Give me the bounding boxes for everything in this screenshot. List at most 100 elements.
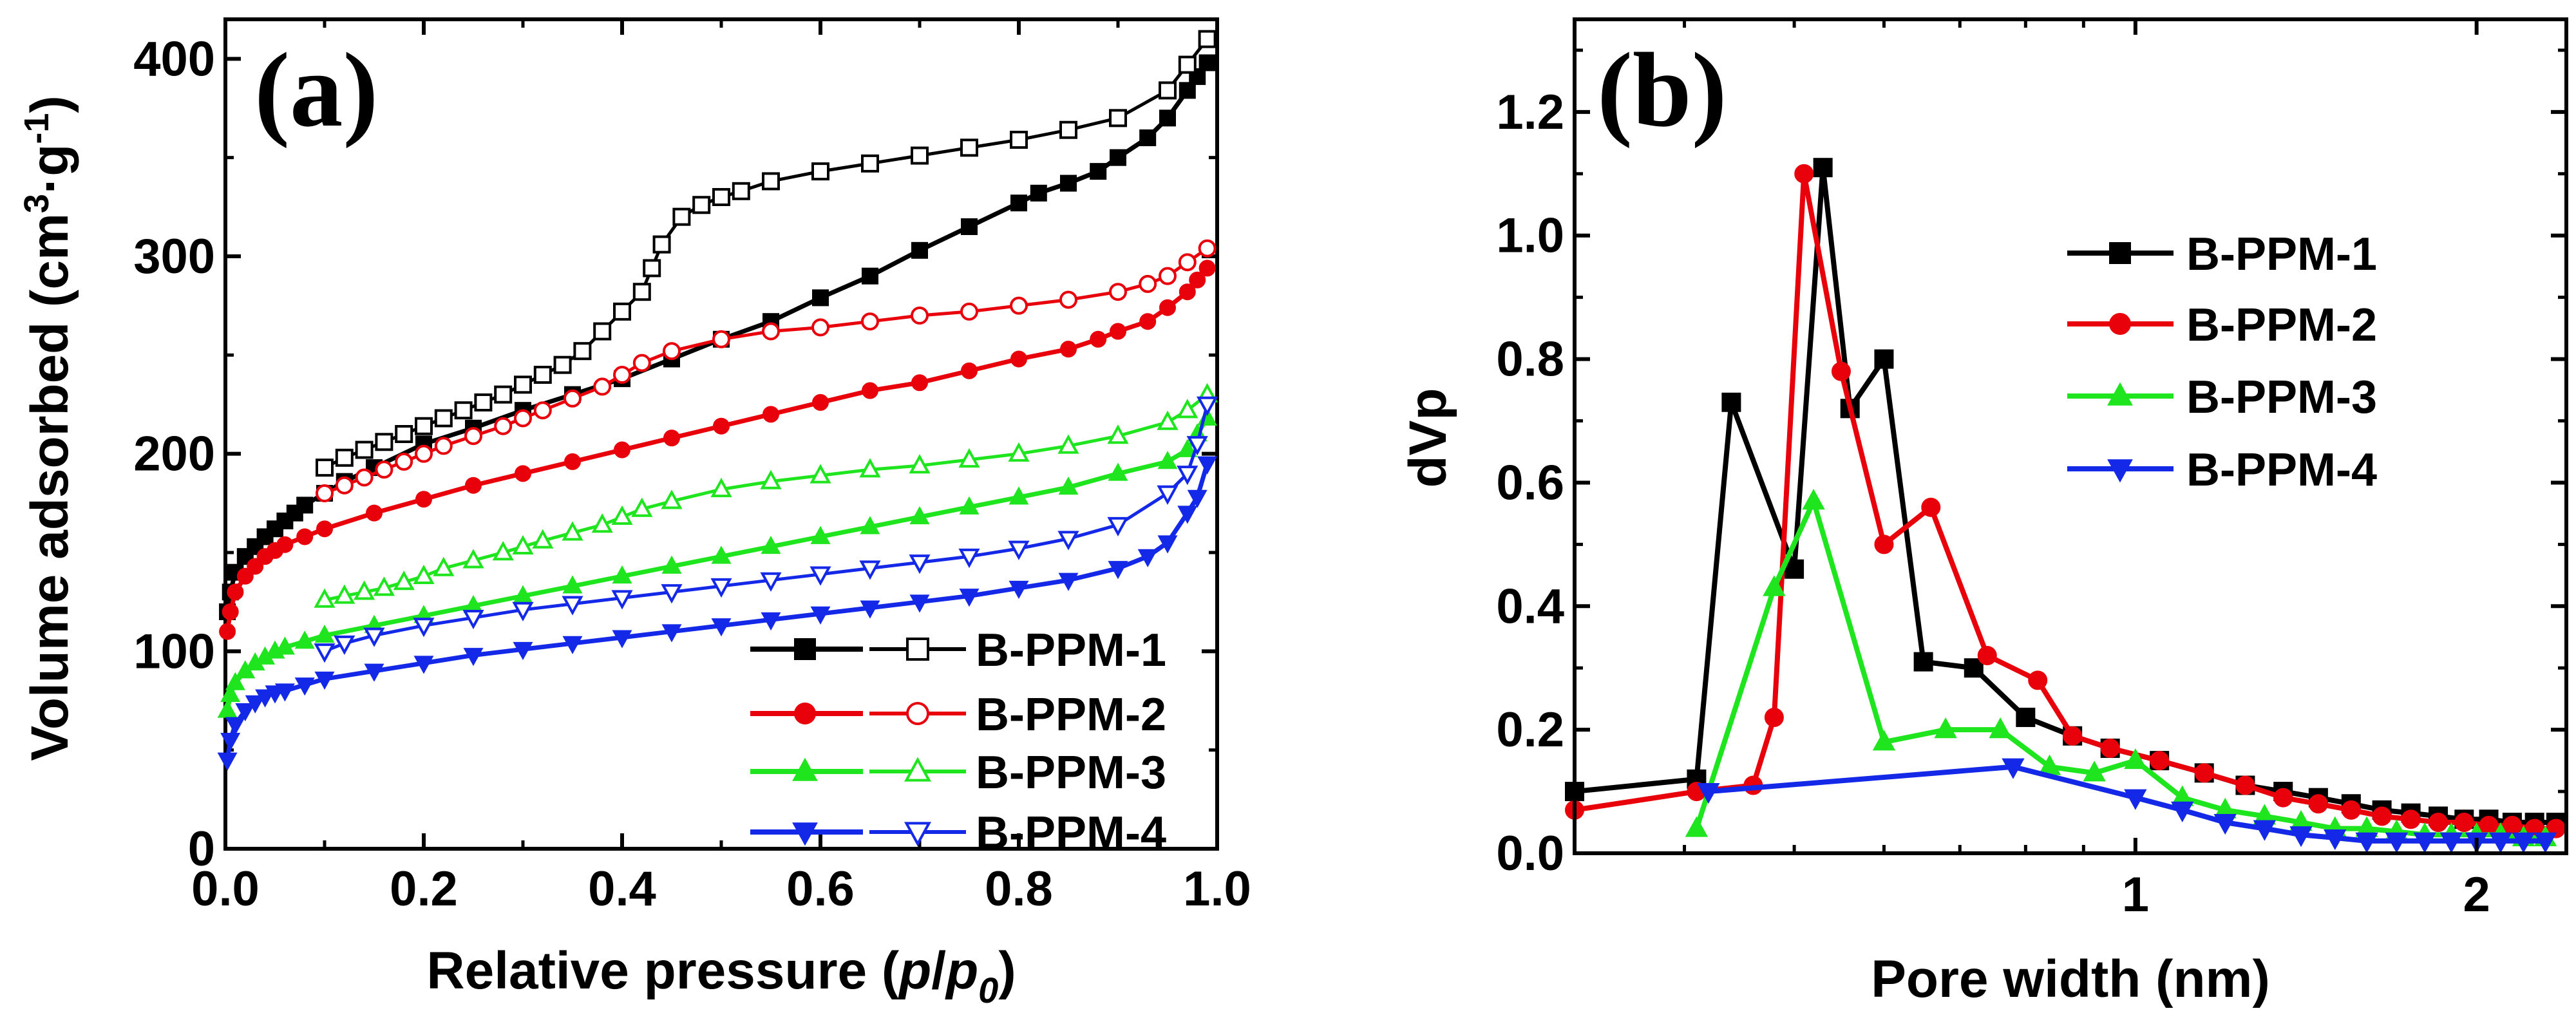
legend-b-label: B-PPM-4 <box>2186 444 2377 496</box>
series-b-ppm-1-adsorption-point <box>296 497 314 514</box>
series-b-ppm-1-desorption-point <box>533 366 552 384</box>
series-b-ppm-2-psd-point <box>2429 813 2448 833</box>
series-b-ppm-2-psd-point <box>2372 806 2392 826</box>
series-b-ppm-1-desorption-point <box>811 162 829 181</box>
series-b-ppm-3-adsorption-point <box>294 630 315 649</box>
series-b-ppm-3-psd-point <box>1763 575 1786 596</box>
series-b-ppm-3-desorption-line <box>324 393 1209 602</box>
series-b-ppm-2-desorption-point <box>593 377 612 396</box>
series-b-ppm-4-adsorption-point <box>1009 580 1029 600</box>
series-b-ppm-3-adsorption-point <box>225 672 245 690</box>
series-b-ppm-1-desorption-point <box>652 235 671 254</box>
series-b-ppm-4-psd-point <box>2124 789 2147 810</box>
series-b-ppm-2-adsorption-point <box>222 603 239 620</box>
series-b-ppm-3-desorption-point <box>314 588 336 608</box>
panel-a-ylabel-end: ) <box>21 95 79 113</box>
series-b-ppm-3-desorption-point <box>1157 410 1179 430</box>
series-b-ppm-3-desorption-point <box>909 454 931 474</box>
series-b-ppm-4-desorption-point <box>1008 540 1030 560</box>
series-b-ppm-3-desorption-point <box>760 469 782 489</box>
series-b-ppm-4-adsorption-point <box>225 717 245 735</box>
series-b-ppm-4-desorption-point <box>611 590 633 610</box>
series-b-ppm-3-desorption-point <box>810 464 831 484</box>
series-b-ppm-4 <box>217 396 1218 771</box>
legend-a-marker-open <box>904 822 931 847</box>
series-b-ppm-4-adsorption-point <box>513 641 533 661</box>
series-b-ppm-2-psd-point <box>2235 775 2255 795</box>
series-b-ppm-3-adsorption-point <box>860 516 880 534</box>
series-b-ppm-2-desorption-point <box>762 322 780 341</box>
legend-a-marker-filled <box>792 822 818 846</box>
series-b-ppm-1-desorption-point <box>762 172 780 191</box>
series-b-ppm-2-desorption-point <box>564 389 582 408</box>
series-b-ppm-1-adsorption-point <box>1198 54 1216 71</box>
series-b-ppm-3-adsorption-point <box>1108 462 1128 481</box>
series-b-ppm-4-adsorption-point <box>294 677 315 696</box>
series-b-ppm-3-psd-point <box>1872 730 1896 751</box>
panel-a-xlabel: Relative pressure (p/p0) <box>426 941 1016 1010</box>
series-b-ppm-4-adsorption-point <box>959 589 980 607</box>
panel-a-xtick-label: 0.0 <box>191 862 260 916</box>
series-b-ppm-2-psd-point <box>2273 788 2293 808</box>
series-b-ppm-3-psd-point <box>1989 717 2012 739</box>
series-b-ppm-2-psd-point <box>2194 763 2214 783</box>
series-b-ppm-4-desorption-point <box>334 635 355 656</box>
series-b-ppm-3-desorption-point <box>562 521 583 541</box>
series-b-ppm-4-adsorption-point <box>245 695 265 714</box>
series-b-ppm-3-desorption-point <box>611 505 633 525</box>
series-b-ppm-2-desorption-point <box>960 302 978 321</box>
series-b-ppm-2-psd <box>1565 164 2566 838</box>
legend-b-label: B-PPM-3 <box>2186 372 2377 423</box>
series-b-ppm-1-psd-point <box>1785 559 1804 579</box>
series-b-ppm-1-adsorption-point <box>911 241 928 259</box>
series-b-ppm-1-desorption-point <box>1159 81 1177 100</box>
series-b-ppm-4-desorption-point <box>661 584 683 604</box>
series-b-ppm-4-adsorption-point <box>1157 535 1178 554</box>
series-b-ppm-2-desorption-point <box>1198 239 1217 258</box>
series-b-ppm-3-adsorption-point <box>562 575 583 594</box>
series-b-ppm-4-desorption-point <box>562 596 583 616</box>
series-b-ppm-4-desorption-point <box>314 643 336 663</box>
panel-a-series <box>217 30 1218 771</box>
series-b-ppm-2-psd-point <box>2063 726 2083 746</box>
series-b-ppm-4-adsorption-point <box>1197 456 1218 475</box>
series-b-ppm-1-adsorption-point <box>1110 149 1126 166</box>
series-b-ppm-3-desorption-point <box>591 513 613 533</box>
series-b-ppm-4-adsorption-point <box>612 630 632 648</box>
series-b-ppm-3-desorption-point <box>1057 434 1079 454</box>
series-b-ppm-4-adsorption-point <box>1137 549 1158 567</box>
legend-a-label: B-PPM-3 <box>976 747 1166 799</box>
series-b-ppm-1-desorption-point <box>355 440 374 459</box>
series-b-ppm-3-desorption-point <box>433 556 455 576</box>
panel-a-xlabel-p: p <box>898 941 931 1000</box>
series-b-ppm-3-desorption-point <box>413 564 435 584</box>
series-b-ppm-4-psd-point <box>2002 758 2025 779</box>
series-b-ppm-1-psd-point <box>1721 392 1741 412</box>
series-b-ppm-1-psd-point <box>1964 658 1984 678</box>
series-b-ppm-1-desorption-point <box>474 393 493 411</box>
series-b-ppm-2-psd-point <box>2401 809 2421 829</box>
series-b-ppm-4-desorption-point <box>1107 516 1129 537</box>
panel-a-ylabel-base: Volume adsorbed (cm <box>21 213 79 761</box>
series-b-ppm-2-desorption-point <box>464 427 482 446</box>
legend-b-marker <box>2109 242 2131 264</box>
panel-b-ytick-label: 0.8 <box>1496 332 1564 387</box>
series-b-ppm-2-psd-point <box>1794 164 1814 184</box>
series-b-ppm-2-desorption-point <box>434 437 453 455</box>
series-b-ppm-1-adsorption-point <box>862 267 878 285</box>
legend-a-marker-filled <box>792 757 818 781</box>
series-b-ppm-4-psd-point <box>2213 813 2237 835</box>
panel-a-ticks: 0.0 0.2 0.4 0.6 0.8 1.0 0 100 200 300 400 <box>133 19 1251 916</box>
panel-a-xlabel-prefix: Relative pressure ( <box>426 941 899 1000</box>
series-b-ppm-2-desorption-point <box>1059 290 1077 309</box>
series-b-ppm-3-psd-point <box>1685 816 1709 837</box>
panel-a-xtick-label: 1.0 <box>1183 862 1251 916</box>
series-b-ppm-4-adsorption-point <box>274 683 295 702</box>
series-b-ppm-1-desorption-point <box>632 283 651 301</box>
series-b-ppm-2-adsorption-point <box>812 393 829 411</box>
series-b-ppm-3-desorption-point <box>334 584 355 604</box>
series-b-ppm-2-adsorption-point <box>1179 283 1196 301</box>
series-b-ppm-1-desorption-point <box>1178 55 1197 74</box>
